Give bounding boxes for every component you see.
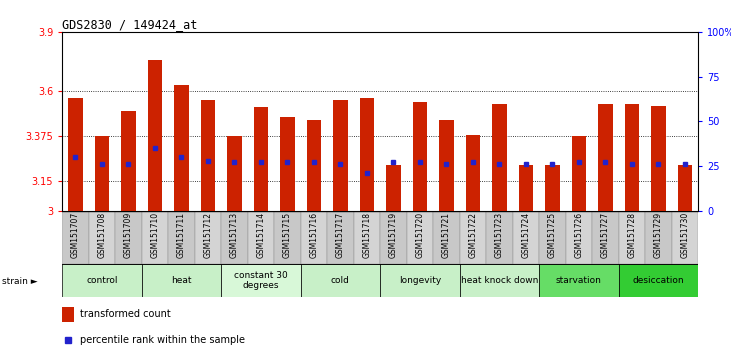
Text: control: control <box>86 276 118 285</box>
Bar <box>200 101 215 211</box>
Text: desiccation: desiccation <box>632 276 684 285</box>
FancyBboxPatch shape <box>380 211 406 264</box>
Text: GSM151716: GSM151716 <box>309 212 319 258</box>
Bar <box>624 104 639 211</box>
Bar <box>62 264 142 297</box>
FancyBboxPatch shape <box>618 211 645 264</box>
Text: GSM151715: GSM151715 <box>283 212 292 258</box>
Text: transformed count: transformed count <box>80 309 171 320</box>
Text: GSM151710: GSM151710 <box>151 212 159 258</box>
Bar <box>306 120 321 211</box>
Bar <box>386 165 401 211</box>
FancyBboxPatch shape <box>248 211 274 264</box>
FancyBboxPatch shape <box>645 211 672 264</box>
FancyBboxPatch shape <box>539 211 566 264</box>
FancyBboxPatch shape <box>486 211 512 264</box>
FancyBboxPatch shape <box>62 211 88 264</box>
Bar <box>300 264 380 297</box>
Bar <box>221 264 300 297</box>
FancyBboxPatch shape <box>460 211 486 264</box>
Text: GSM151713: GSM151713 <box>230 212 239 258</box>
FancyBboxPatch shape <box>88 211 115 264</box>
FancyBboxPatch shape <box>512 211 539 264</box>
Bar <box>333 101 348 211</box>
Text: GDS2830 / 149424_at: GDS2830 / 149424_at <box>62 18 197 31</box>
FancyBboxPatch shape <box>274 211 300 264</box>
Bar <box>174 86 189 211</box>
Bar <box>62 307 74 322</box>
Text: GSM151708: GSM151708 <box>97 212 107 258</box>
Text: GSM151726: GSM151726 <box>575 212 583 258</box>
Bar <box>227 136 242 211</box>
Bar <box>360 98 374 211</box>
Text: GSM151723: GSM151723 <box>495 212 504 258</box>
Bar <box>545 165 560 211</box>
Text: starvation: starvation <box>556 276 602 285</box>
Text: cold: cold <box>331 276 350 285</box>
Text: GSM151711: GSM151711 <box>177 212 186 258</box>
Text: GSM151725: GSM151725 <box>548 212 557 258</box>
Bar <box>572 136 586 211</box>
FancyBboxPatch shape <box>221 211 248 264</box>
Bar <box>380 264 460 297</box>
Bar <box>492 104 507 211</box>
Text: longevity: longevity <box>398 276 441 285</box>
FancyBboxPatch shape <box>327 211 354 264</box>
FancyBboxPatch shape <box>115 211 142 264</box>
FancyBboxPatch shape <box>566 211 592 264</box>
Text: strain ►: strain ► <box>2 277 38 286</box>
FancyBboxPatch shape <box>592 211 618 264</box>
Bar <box>678 165 692 211</box>
Text: GSM151714: GSM151714 <box>257 212 265 258</box>
Bar <box>254 107 268 211</box>
Bar <box>412 102 427 211</box>
Text: GSM151730: GSM151730 <box>681 212 689 258</box>
Bar <box>518 165 533 211</box>
FancyBboxPatch shape <box>194 211 221 264</box>
Bar <box>539 264 618 297</box>
Bar <box>439 120 454 211</box>
Text: GSM151728: GSM151728 <box>627 212 637 258</box>
FancyBboxPatch shape <box>406 211 433 264</box>
Text: GSM151720: GSM151720 <box>415 212 425 258</box>
Bar <box>618 264 698 297</box>
Text: heat knock down: heat knock down <box>461 276 538 285</box>
Bar <box>466 135 480 211</box>
Bar <box>148 60 162 211</box>
FancyBboxPatch shape <box>300 211 327 264</box>
FancyBboxPatch shape <box>168 211 194 264</box>
FancyBboxPatch shape <box>672 211 698 264</box>
Bar <box>94 136 109 211</box>
Text: heat: heat <box>171 276 192 285</box>
Text: GSM151722: GSM151722 <box>469 212 477 258</box>
Bar <box>651 106 666 211</box>
FancyBboxPatch shape <box>433 211 460 264</box>
Text: GSM151707: GSM151707 <box>71 212 80 258</box>
FancyBboxPatch shape <box>354 211 380 264</box>
Bar <box>68 98 83 211</box>
Text: percentile rank within the sample: percentile rank within the sample <box>80 335 245 345</box>
Text: GSM151712: GSM151712 <box>203 212 213 258</box>
FancyBboxPatch shape <box>142 211 168 264</box>
Text: GSM151724: GSM151724 <box>521 212 531 258</box>
Bar <box>280 117 295 211</box>
Bar <box>598 104 613 211</box>
Text: constant 30
degrees: constant 30 degrees <box>234 271 288 290</box>
Text: GSM151729: GSM151729 <box>654 212 663 258</box>
Bar <box>460 264 539 297</box>
Bar <box>142 264 221 297</box>
Bar <box>121 111 136 211</box>
Text: GSM151719: GSM151719 <box>389 212 398 258</box>
Text: GSM151718: GSM151718 <box>363 212 371 258</box>
Text: GSM151709: GSM151709 <box>124 212 133 258</box>
Text: GSM151717: GSM151717 <box>336 212 345 258</box>
Text: GSM151727: GSM151727 <box>601 212 610 258</box>
Text: GSM151721: GSM151721 <box>442 212 451 258</box>
